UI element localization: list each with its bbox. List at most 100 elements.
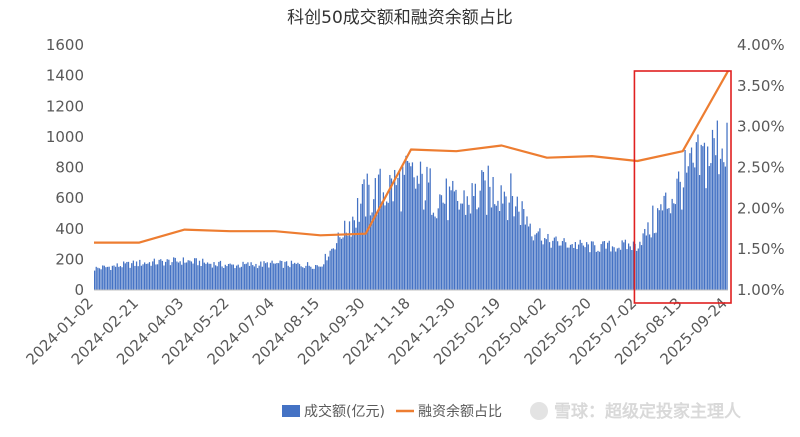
volume-bar xyxy=(411,162,414,290)
volume-bar xyxy=(95,266,97,290)
volume-bar xyxy=(108,266,110,290)
volume-bar xyxy=(323,264,325,290)
watermark-text: 雪球：超级定投家主理人 xyxy=(554,401,742,422)
volume-bar xyxy=(689,153,691,290)
volume-bar xyxy=(394,169,396,290)
volume-bar xyxy=(402,166,404,290)
volume-bar xyxy=(436,218,438,290)
volume-bar xyxy=(208,263,210,290)
volume-bar xyxy=(192,263,194,290)
volume-bar xyxy=(189,260,191,290)
volume-bar xyxy=(194,258,196,290)
volume-bar xyxy=(123,261,125,290)
volume-bar xyxy=(365,216,367,290)
volume-bar xyxy=(663,195,665,290)
volume-bar xyxy=(552,240,554,290)
volume-bar xyxy=(102,265,104,290)
volume-bar xyxy=(290,260,293,290)
volume-bar xyxy=(198,260,201,290)
volume-bar xyxy=(303,268,305,290)
volume-bar xyxy=(426,166,428,290)
volume-bar xyxy=(594,245,596,290)
volume-bar xyxy=(132,260,134,290)
y-right-tick-label: 2.50% xyxy=(737,159,785,177)
volume-bar xyxy=(144,262,146,290)
volume-bar xyxy=(703,142,706,290)
volume-bar xyxy=(310,266,312,290)
volume-bar xyxy=(708,166,710,290)
watermark: 雪球：超级定投家主理人 xyxy=(530,401,742,422)
volume-bar xyxy=(121,267,123,290)
volume-bar xyxy=(616,248,618,290)
volume-bar xyxy=(418,183,420,290)
volume-bar xyxy=(469,213,472,290)
volume-bar xyxy=(648,234,651,290)
volume-bar xyxy=(558,245,560,290)
volume-bar xyxy=(724,166,727,290)
volume-bar xyxy=(423,209,425,290)
volume-bar xyxy=(644,228,646,290)
volume-bar xyxy=(608,240,610,290)
volume-bar xyxy=(271,260,273,290)
volume-bar xyxy=(721,148,723,290)
volume-bar xyxy=(284,261,286,290)
volume-bar xyxy=(161,260,164,290)
volume-bar xyxy=(447,220,449,290)
volume-bar xyxy=(298,264,301,290)
volume-bar xyxy=(397,177,399,290)
volume-bar xyxy=(171,262,173,290)
volume-bar xyxy=(266,262,268,290)
volume-bar xyxy=(476,209,478,290)
volume-bar xyxy=(577,244,580,290)
volume-bar xyxy=(321,266,323,290)
volume-bar xyxy=(145,263,147,290)
volume-bar xyxy=(502,203,504,290)
volume-bar xyxy=(584,247,586,290)
legend-bar-swatch xyxy=(282,405,300,417)
volume-bar xyxy=(563,238,565,290)
volume-bar xyxy=(227,263,230,290)
volume-bar xyxy=(242,261,244,290)
volume-bar xyxy=(347,235,349,290)
volume-bar xyxy=(713,138,715,290)
volume-bar xyxy=(421,173,423,290)
volume-bar xyxy=(387,202,389,290)
volume-bar xyxy=(592,241,594,290)
bar-series xyxy=(94,120,728,291)
volume-bar xyxy=(718,174,720,290)
volume-bar xyxy=(405,155,407,290)
y-left-tick-label: 1400 xyxy=(46,67,84,85)
volume-bar xyxy=(456,200,459,290)
volume-bar xyxy=(652,205,654,290)
volume-bar xyxy=(506,220,509,290)
volume-bar xyxy=(629,246,631,290)
volume-bar xyxy=(668,208,670,290)
legend: 成交额(亿元) 融资余额占比 xyxy=(282,403,502,420)
volume-bar xyxy=(147,263,149,290)
volume-bar xyxy=(152,261,154,290)
volume-bar xyxy=(429,168,431,290)
volume-bar xyxy=(239,267,241,290)
volume-bar xyxy=(118,266,120,290)
volume-bar xyxy=(177,262,180,290)
volume-bar xyxy=(698,175,701,290)
volume-bar xyxy=(252,265,254,290)
volume-bar xyxy=(716,120,718,290)
volume-bar xyxy=(537,231,539,290)
volume-bar xyxy=(640,245,643,290)
volume-bar xyxy=(694,167,696,290)
volume-bar xyxy=(168,259,170,290)
volume-bar xyxy=(384,205,386,290)
volume-bar xyxy=(444,203,446,290)
volume-bar xyxy=(373,199,375,290)
volume-bar xyxy=(119,266,122,290)
volume-bar xyxy=(702,146,704,290)
volume-bar xyxy=(169,265,172,290)
volume-bar xyxy=(305,265,307,290)
volume-bar xyxy=(98,268,101,290)
volume-bar xyxy=(276,262,278,290)
y-right-tick-label: 1.50% xyxy=(737,240,785,258)
volume-bar xyxy=(526,216,528,290)
volume-bar xyxy=(360,203,362,290)
volume-bar xyxy=(513,216,515,290)
